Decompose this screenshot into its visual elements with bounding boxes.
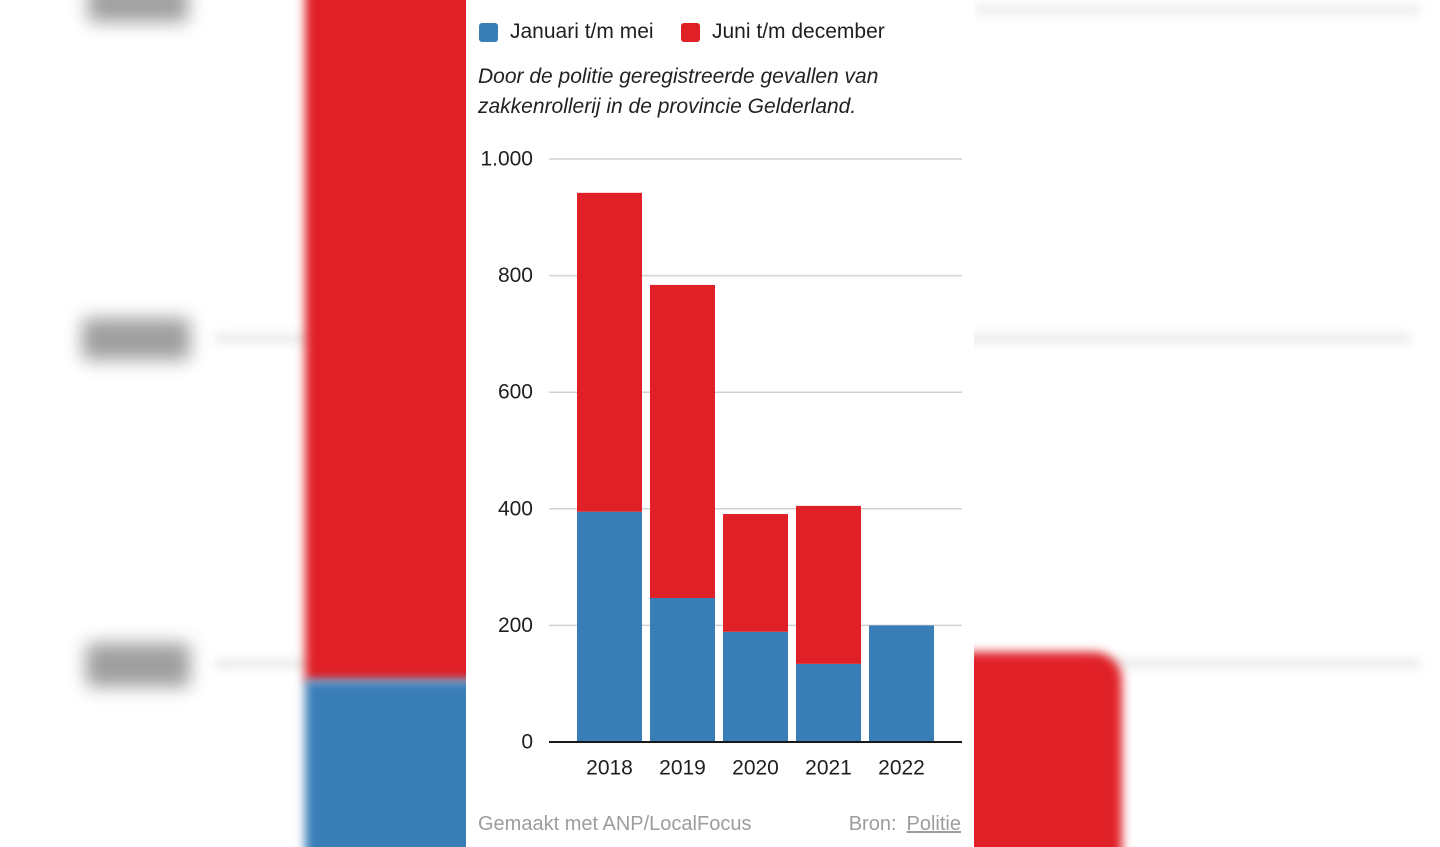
- made-with-credit-link[interactable]: Gemaakt met ANP/LocalFocus: [478, 812, 752, 835]
- x-tick-label: 2022: [878, 757, 925, 780]
- bar-2022-januari-t-m-mei[interactable]: [869, 625, 934, 742]
- bar-2019-januari-t-m-mei[interactable]: [650, 597, 715, 742]
- bar-2021-juni-t-m-december[interactable]: [796, 505, 861, 664]
- x-tick-label: 2019: [659, 757, 706, 780]
- backdrop-label-blur: [86, 643, 190, 687]
- legend-label-januari-t-m-mei: Januari t/m mei: [510, 20, 654, 43]
- legend-item-januari-t-m-mei[interactable]: Januari t/m mei: [479, 20, 654, 44]
- stacked-bar-chart: 0 200 400 600 800 1.000 2018 2019 2020 2021 2022: [480, 148, 962, 780]
- chart-footer: Gemaakt met ANP/LocalFocus Bron: Politie: [478, 811, 961, 837]
- source-label: Bron:: [848, 812, 897, 835]
- y-tick-label: 400: [498, 497, 533, 520]
- chart-card: Januari t/m mei Juni t/m december Door d…: [466, 0, 974, 847]
- source: Bron: Politie: [849, 813, 961, 836]
- y-tick-label: 600: [498, 381, 533, 404]
- y-tick-label: 0: [521, 731, 533, 754]
- x-tick-label: 2020: [732, 757, 779, 780]
- bar-2020-januari-t-m-mei[interactable]: [723, 631, 788, 742]
- bar-2018-juni-t-m-december[interactable]: [577, 192, 642, 512]
- y-tick-label: 800: [498, 264, 533, 287]
- source-link-politie[interactable]: Politie: [906, 812, 961, 835]
- bar-2021-januari-t-m-mei[interactable]: [796, 663, 861, 742]
- y-tick-label: 200: [498, 614, 533, 637]
- bar-2018-januari-t-m-mei[interactable]: [577, 511, 642, 742]
- legend-swatch-januari-t-m-mei: [479, 22, 498, 42]
- bar-2020-juni-t-m-december[interactable]: [723, 514, 788, 632]
- chart-subtitle: Door de politie geregistreerde gevallen …: [478, 65, 879, 118]
- backdrop-label-blur: [82, 318, 190, 360]
- y-tick-label: 1.000: [480, 148, 533, 171]
- bar-2019-juni-t-m-december[interactable]: [650, 284, 715, 598]
- legend-swatch-juni-t-m-december: [681, 22, 700, 42]
- legend-label-juni-t-m-december: Juni t/m december: [712, 20, 885, 43]
- backdrop-label-blur: [88, 0, 188, 22]
- backdrop-gridline: [975, 6, 1420, 14]
- x-tick-label: 2021: [805, 757, 852, 780]
- legend-item-juni-t-m-december[interactable]: Juni t/m december: [681, 20, 885, 44]
- x-tick-label: 2018: [586, 757, 633, 780]
